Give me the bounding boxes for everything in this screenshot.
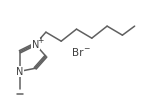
Text: Br: Br [72,47,83,57]
Text: N: N [32,40,39,50]
Text: +: + [37,36,44,45]
Text: N: N [16,67,24,77]
Text: −: − [83,43,90,52]
